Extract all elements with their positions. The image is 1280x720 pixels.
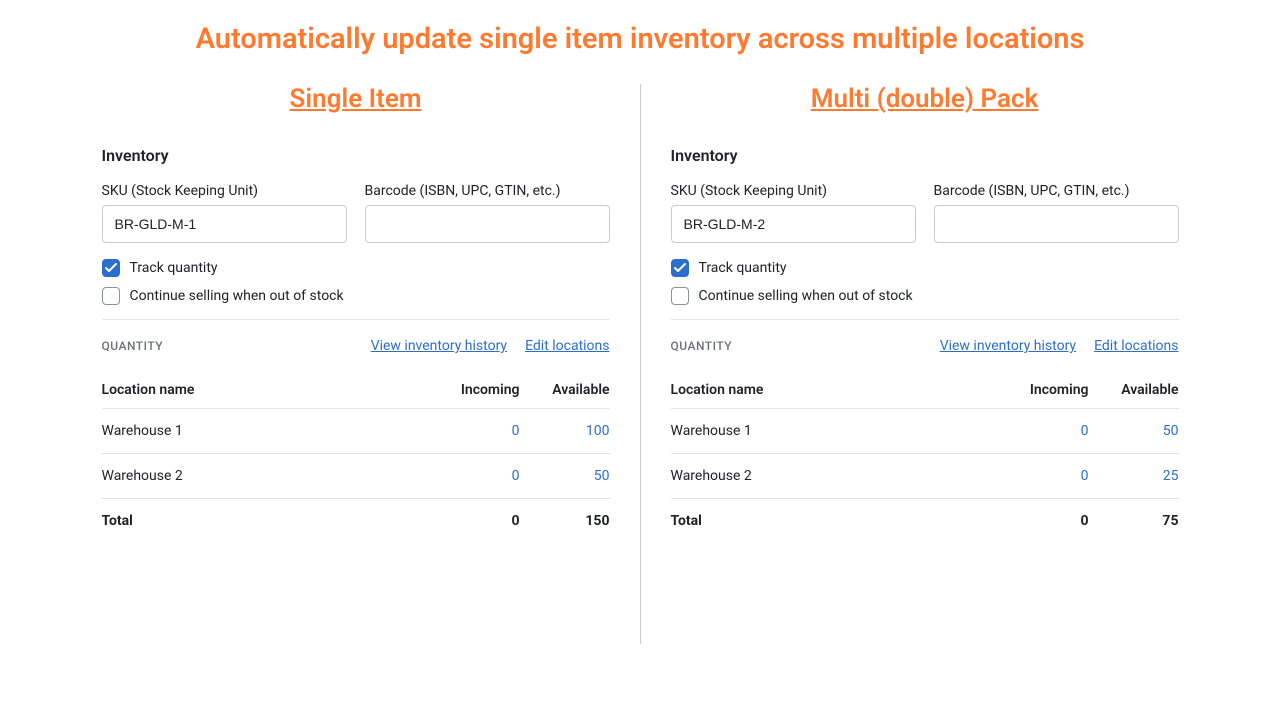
col-location-header: Location name xyxy=(671,372,999,409)
track-quantity-row: Track quantity xyxy=(102,259,610,277)
available-cell[interactable]: 50 xyxy=(520,454,610,499)
location-cell: Warehouse 1 xyxy=(102,409,430,454)
left-panel-title: Single Item xyxy=(102,84,610,114)
vertical-divider xyxy=(640,84,641,644)
quantity-label: QUANTITY xyxy=(671,339,733,353)
sku-label: SKU (Stock Keeping Unit) xyxy=(102,183,347,199)
quantity-links: View inventory history Edit locations xyxy=(371,338,610,354)
barcode-input[interactable] xyxy=(934,205,1179,243)
total-available: 75 xyxy=(1089,499,1179,544)
location-cell: Warehouse 1 xyxy=(671,409,999,454)
col-incoming-header: Incoming xyxy=(430,372,520,409)
incoming-cell[interactable]: 0 xyxy=(430,454,520,499)
edit-locations-link[interactable]: Edit locations xyxy=(1094,338,1178,354)
divider-line xyxy=(671,319,1179,320)
table-row: Warehouse 2 0 25 xyxy=(671,454,1179,499)
left-panel: Single Item Inventory SKU (Stock Keeping… xyxy=(82,84,630,644)
total-row: Total 0 150 xyxy=(102,499,610,544)
total-row: Total 0 75 xyxy=(671,499,1179,544)
field-row: SKU (Stock Keeping Unit) Barcode (ISBN, … xyxy=(102,183,610,243)
right-panel-title: Multi (double) Pack xyxy=(671,84,1179,114)
col-available-header: Available xyxy=(1089,372,1179,409)
total-incoming: 0 xyxy=(430,499,520,544)
track-quantity-label: Track quantity xyxy=(699,260,787,276)
track-quantity-checkbox[interactable] xyxy=(671,259,689,277)
barcode-input[interactable] xyxy=(365,205,610,243)
quantity-table: Location name Incoming Available Warehou… xyxy=(102,372,610,543)
sku-field: SKU (Stock Keeping Unit) xyxy=(102,183,347,243)
sku-label: SKU (Stock Keeping Unit) xyxy=(671,183,916,199)
columns: Single Item Inventory SKU (Stock Keeping… xyxy=(0,84,1280,644)
track-quantity-label: Track quantity xyxy=(130,260,218,276)
total-label: Total xyxy=(102,499,430,544)
total-label: Total xyxy=(671,499,999,544)
check-icon xyxy=(674,263,686,273)
track-quantity-row: Track quantity xyxy=(671,259,1179,277)
continue-selling-checkbox[interactable] xyxy=(102,287,120,305)
barcode-label: Barcode (ISBN, UPC, GTIN, etc.) xyxy=(934,183,1179,199)
edit-locations-link[interactable]: Edit locations xyxy=(525,338,609,354)
col-location-header: Location name xyxy=(102,372,430,409)
continue-selling-checkbox[interactable] xyxy=(671,287,689,305)
location-cell: Warehouse 2 xyxy=(102,454,430,499)
quantity-links: View inventory history Edit locations xyxy=(940,338,1179,354)
inventory-heading: Inventory xyxy=(671,146,1179,165)
col-available-header: Available xyxy=(520,372,610,409)
col-incoming-header: Incoming xyxy=(999,372,1089,409)
view-inventory-history-link[interactable]: View inventory history xyxy=(940,338,1076,354)
field-row: SKU (Stock Keeping Unit) Barcode (ISBN, … xyxy=(671,183,1179,243)
available-cell[interactable]: 50 xyxy=(1089,409,1179,454)
barcode-label: Barcode (ISBN, UPC, GTIN, etc.) xyxy=(365,183,610,199)
table-row: Warehouse 2 0 50 xyxy=(102,454,610,499)
sku-field: SKU (Stock Keeping Unit) xyxy=(671,183,916,243)
table-row: Warehouse 1 0 50 xyxy=(671,409,1179,454)
quantity-table: Location name Incoming Available Warehou… xyxy=(671,372,1179,543)
quantity-label: QUANTITY xyxy=(102,339,164,353)
continue-selling-label: Continue selling when out of stock xyxy=(130,288,344,304)
view-inventory-history-link[interactable]: View inventory history xyxy=(371,338,507,354)
available-cell[interactable]: 100 xyxy=(520,409,610,454)
total-available: 150 xyxy=(520,499,610,544)
barcode-field: Barcode (ISBN, UPC, GTIN, etc.) xyxy=(365,183,610,243)
track-quantity-checkbox[interactable] xyxy=(102,259,120,277)
page-title: Automatically update single item invento… xyxy=(0,0,1280,84)
inventory-heading: Inventory xyxy=(102,146,610,165)
table-row: Warehouse 1 0 100 xyxy=(102,409,610,454)
sku-input[interactable] xyxy=(102,205,347,243)
location-cell: Warehouse 2 xyxy=(671,454,999,499)
right-panel: Multi (double) Pack Inventory SKU (Stock… xyxy=(651,84,1199,644)
continue-selling-label: Continue selling when out of stock xyxy=(699,288,913,304)
check-icon xyxy=(105,263,117,273)
barcode-field: Barcode (ISBN, UPC, GTIN, etc.) xyxy=(934,183,1179,243)
incoming-cell[interactable]: 0 xyxy=(999,409,1089,454)
incoming-cell[interactable]: 0 xyxy=(430,409,520,454)
sku-input[interactable] xyxy=(671,205,916,243)
continue-selling-row: Continue selling when out of stock xyxy=(671,287,1179,305)
continue-selling-row: Continue selling when out of stock xyxy=(102,287,610,305)
total-incoming: 0 xyxy=(999,499,1089,544)
divider-line xyxy=(102,319,610,320)
quantity-header: QUANTITY View inventory history Edit loc… xyxy=(102,338,610,354)
incoming-cell[interactable]: 0 xyxy=(999,454,1089,499)
available-cell[interactable]: 25 xyxy=(1089,454,1179,499)
quantity-header: QUANTITY View inventory history Edit loc… xyxy=(671,338,1179,354)
